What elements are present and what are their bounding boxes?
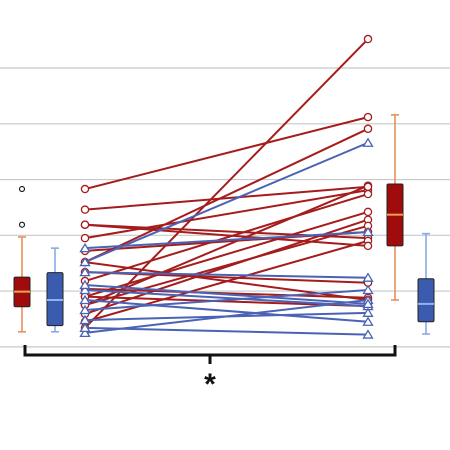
pair-line bbox=[84, 127, 369, 263]
point bbox=[79, 266, 91, 277]
point bbox=[363, 207, 373, 217]
point bbox=[362, 307, 374, 317]
pair-line bbox=[84, 326, 369, 336]
pair-line bbox=[84, 287, 369, 299]
pair-line bbox=[84, 184, 369, 306]
pair-line bbox=[84, 193, 369, 282]
outlier bbox=[18, 221, 26, 228]
point bbox=[79, 294, 91, 305]
pair-line bbox=[84, 210, 369, 298]
pair-line bbox=[84, 288, 369, 312]
pair-line bbox=[84, 299, 369, 323]
point bbox=[362, 316, 374, 326]
point bbox=[80, 184, 90, 194]
point bbox=[79, 284, 91, 295]
pair-line bbox=[84, 189, 369, 240]
pair-line bbox=[84, 38, 369, 329]
outlier bbox=[18, 185, 26, 193]
point bbox=[79, 304, 91, 315]
pair-line bbox=[84, 230, 369, 250]
point bbox=[79, 256, 91, 267]
significance-bracket bbox=[23, 345, 397, 364]
box bbox=[417, 278, 435, 323]
point bbox=[363, 241, 373, 251]
point bbox=[363, 124, 373, 134]
pair-line bbox=[84, 185, 369, 211]
point bbox=[80, 220, 90, 229]
point bbox=[362, 272, 374, 282]
point bbox=[363, 189, 373, 199]
point bbox=[362, 226, 374, 237]
point bbox=[362, 298, 374, 309]
pair-line bbox=[84, 283, 369, 305]
point bbox=[80, 233, 90, 243]
pair-line bbox=[84, 311, 369, 322]
point bbox=[363, 112, 373, 122]
pair-line bbox=[84, 288, 369, 308]
point bbox=[79, 279, 91, 290]
point bbox=[80, 205, 90, 214]
point bbox=[79, 322, 91, 333]
point bbox=[363, 34, 373, 44]
point bbox=[362, 284, 374, 295]
pair-line bbox=[84, 116, 369, 191]
point bbox=[362, 329, 374, 339]
significance-mark: * bbox=[204, 368, 216, 401]
pair-line bbox=[84, 223, 369, 247]
point bbox=[362, 137, 374, 147]
pair-line bbox=[84, 271, 369, 279]
point bbox=[79, 327, 91, 338]
pair-line bbox=[84, 141, 369, 264]
point bbox=[79, 242, 91, 253]
point bbox=[363, 182, 373, 192]
